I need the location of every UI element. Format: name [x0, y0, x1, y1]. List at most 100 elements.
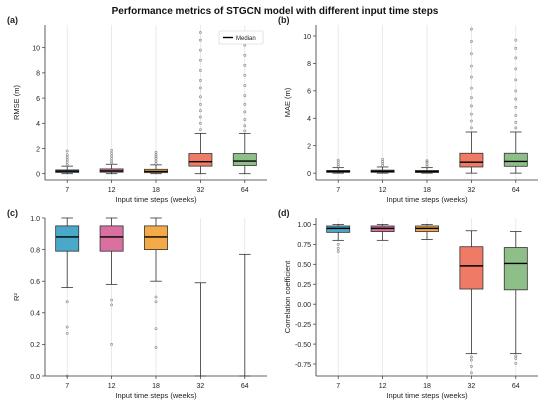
outlier-point — [65, 325, 69, 329]
x-tick-label: 64 — [241, 187, 249, 194]
outlier-point — [514, 114, 518, 117]
outlier-point — [381, 158, 385, 161]
x-tick-label: 64 — [241, 383, 249, 390]
outlier-point — [65, 149, 69, 153]
panel-label: (d) — [278, 208, 290, 218]
y-tick-label: 0.0 — [30, 374, 40, 381]
outlier-point — [154, 157, 158, 160]
x-tick-label: 7 — [336, 383, 340, 390]
outlier-point — [110, 157, 114, 160]
outlier-point — [110, 342, 114, 346]
panel-label: (c) — [7, 208, 18, 218]
outlier-point — [514, 361, 518, 365]
y-tick-label: 8 — [307, 61, 311, 68]
panel-0: 0 2 4 6 8 10 7 12 18 32 64 Input time steps (weeks)… — [7, 15, 267, 204]
outlier-point — [469, 64, 473, 68]
box — [99, 225, 124, 252]
box — [188, 153, 213, 167]
panel-label: (a) — [7, 15, 18, 25]
legend-label: Median — [236, 36, 256, 42]
outlier-point — [469, 52, 473, 56]
x-tick-label: 18 — [423, 187, 431, 194]
outlier-point — [65, 153, 69, 157]
outlier-point — [198, 115, 202, 119]
y-tick-label: 0.25 — [297, 282, 311, 289]
outlier-point — [65, 331, 69, 335]
outlier-point — [65, 163, 69, 167]
outlier-point — [154, 150, 158, 154]
box — [326, 225, 351, 233]
outlier-point — [514, 89, 518, 93]
outlier-point — [110, 148, 114, 152]
outlier-point — [154, 162, 158, 166]
y-tick-label: 1.0 — [30, 216, 40, 223]
outlier-point — [154, 300, 158, 304]
x-tick-label: 7 — [65, 383, 69, 390]
outlier-point — [198, 79, 202, 82]
y-tick-label: 0 — [36, 171, 40, 178]
outlier-point — [198, 128, 202, 131]
outlier-point — [243, 118, 247, 121]
outlier-point — [243, 63, 247, 67]
outlier-point — [154, 159, 158, 163]
panel-1: 0 2 4 6 8 10 7 12 18 32 64 Input time steps (weeks)… — [278, 15, 538, 204]
outlier-point — [514, 120, 518, 124]
outlier-point — [198, 121, 202, 125]
x-tick-label: 64 — [512, 187, 520, 194]
outlier-point — [243, 84, 247, 87]
outlier-point — [65, 155, 69, 159]
outlier-point — [198, 38, 202, 42]
x-axis-label: Input time steps (weeks) — [386, 195, 468, 204]
x-tick-label: 32 — [468, 187, 476, 194]
outlier-point — [154, 346, 158, 349]
outlier-point — [336, 246, 340, 250]
outlier-point — [243, 74, 247, 77]
outlier-point — [469, 355, 473, 359]
x-axis-label: Input time steps (weeks) — [115, 391, 197, 400]
y-tick-label: -0.50 — [295, 342, 311, 349]
outlier-point — [469, 119, 473, 123]
outlier-point — [110, 161, 114, 165]
outlier-point — [110, 152, 114, 155]
x-tick-label: 12 — [108, 187, 116, 194]
outlier-point — [469, 126, 473, 130]
outlier-point — [469, 40, 473, 43]
x-tick-label: 18 — [152, 187, 160, 194]
x-tick-label: 7 — [65, 187, 69, 194]
panel-2: 0.0 0.2 0.4 0.6 0.8 1.0 7 12 18 32 64 Input time st… — [7, 208, 267, 400]
y-tick-label: 6 — [36, 96, 40, 103]
outlier-point — [243, 129, 247, 133]
outlier-point — [65, 300, 69, 304]
box — [144, 225, 168, 250]
outlier-point — [198, 102, 202, 106]
x-tick-label: 64 — [512, 383, 520, 390]
outlier-point — [198, 58, 202, 62]
outlier-point — [154, 155, 158, 159]
x-tick-label: 12 — [108, 383, 116, 390]
panel-3: -0.75 -0.50 -0.25 0.00 0.25 0.50 0.75 1.00 7 12 18… — [278, 208, 538, 400]
outlier-point — [514, 78, 518, 82]
outlier-point — [243, 124, 247, 128]
y-axis-label: RMSE (m) — [12, 85, 21, 120]
box — [459, 246, 484, 290]
outlier-point — [198, 86, 202, 90]
outlier-point — [243, 102, 247, 106]
x-tick-label: 32 — [197, 187, 205, 194]
x-tick-label: 18 — [152, 383, 160, 390]
outlier-point — [198, 48, 202, 52]
x-tick-label: 12 — [379, 383, 387, 390]
panel-label: (b) — [278, 15, 290, 25]
y-tick-label: 4 — [36, 121, 40, 128]
outlier-point — [110, 303, 114, 307]
outlier-point — [198, 68, 202, 72]
y-tick-label: 2 — [307, 144, 311, 151]
outlier-point — [336, 250, 340, 253]
outlier-point — [154, 153, 158, 157]
legend: Median — [218, 30, 264, 45]
x-tick-label: 32 — [468, 383, 476, 390]
y-tick-label: -0.75 — [295, 362, 311, 369]
legend-frame — [218, 30, 264, 45]
y-axis-label: Correlation coefficient — [283, 260, 292, 333]
